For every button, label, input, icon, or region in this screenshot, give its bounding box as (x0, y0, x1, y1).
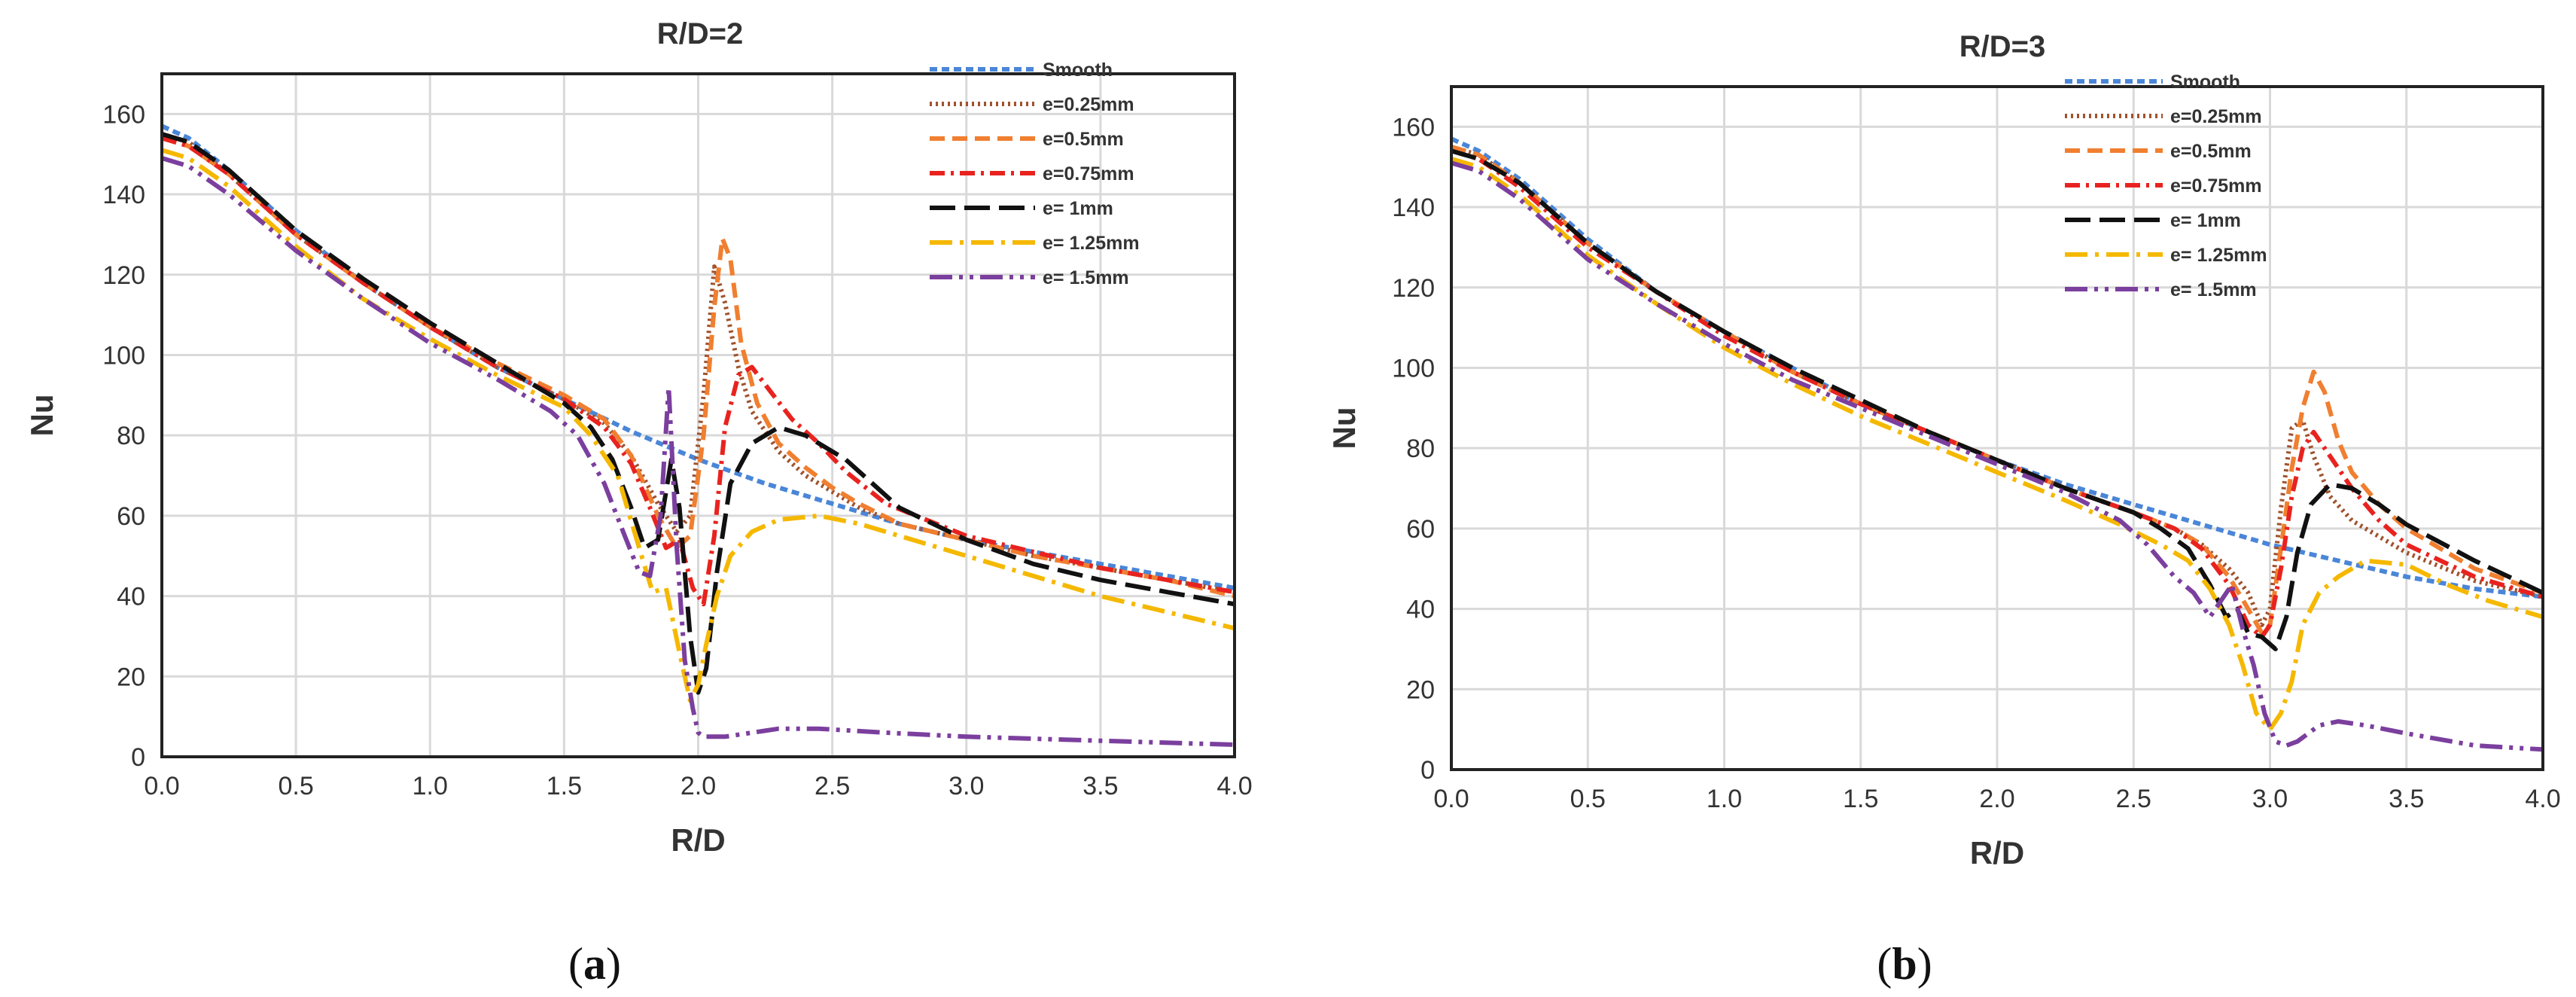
series-line-e-0-75mm (161, 136, 1235, 607)
plot-frame (160, 72, 1236, 758)
caption-close: ) (606, 939, 621, 989)
y-tick-label: 60 (1406, 515, 1435, 544)
legend-label: e=0.25mm (2170, 106, 2262, 127)
series-line-e-1mm (1451, 148, 2544, 651)
legend-label: e=0.75mm (1043, 163, 1134, 184)
legend-label: e=0.75mm (2170, 175, 2262, 197)
panel-caption: (b) (1877, 939, 1932, 989)
y-tick-label: 80 (117, 422, 145, 450)
x-tick-label: 0.0 (144, 772, 179, 800)
y-tick-label: 120 (102, 261, 145, 290)
series-line-e-1-5mm (1451, 160, 2544, 752)
legend-label: Smooth (2170, 72, 2240, 93)
x-tick-label: 1.5 (1843, 785, 1878, 813)
x-tick-label: 3.5 (2389, 785, 2424, 813)
legend-label: e= 1mm (1043, 198, 1113, 219)
y-axis-label: Nu (24, 395, 59, 437)
y-tick-label: 120 (1392, 274, 1435, 303)
y-tick-label: 140 (1392, 194, 1435, 222)
x-tick-label: 3.0 (948, 772, 984, 800)
x-axis-label: R/D (671, 822, 725, 858)
x-tick-label: 3.0 (2252, 785, 2288, 813)
x-tick-label: 0.5 (278, 772, 313, 800)
legend-label: Smooth (1043, 59, 1113, 81)
series-line-e-0-25mm (1451, 145, 2544, 627)
series-line-e-1-25mm (1451, 157, 2544, 732)
legend-label: e= 1mm (2170, 210, 2241, 231)
y-tick-label: 0 (1420, 756, 1435, 785)
y-tick-label: 140 (102, 181, 145, 209)
y-tick-label: 160 (1392, 113, 1435, 142)
y-tick-label: 40 (117, 583, 145, 611)
x-axis-label: R/D (1970, 835, 2024, 870)
legend-label: e=0.5mm (1043, 129, 1124, 150)
legend-label: e= 1.25mm (2170, 245, 2267, 266)
series-line-e-1mm (161, 132, 1235, 695)
caption-close: ) (1917, 939, 1932, 989)
x-tick-label: 3.5 (1082, 772, 1118, 800)
caption-open: ( (1877, 939, 1892, 989)
y-tick-label: 100 (102, 341, 145, 370)
legend-label: e=0.5mm (2170, 141, 2252, 162)
y-tick-label: 40 (1406, 596, 1435, 624)
y-tick-label: 160 (102, 100, 145, 129)
x-tick-label: 0.0 (1433, 785, 1469, 813)
chart-title: R/D=2 (657, 17, 744, 50)
x-tick-label: 2.0 (681, 772, 716, 800)
x-tick-label: 2.0 (1979, 785, 2014, 813)
y-tick-label: 0 (131, 743, 145, 772)
x-tick-label: 2.5 (815, 772, 850, 800)
caption-letter: b (1892, 939, 1917, 989)
y-tick-label: 20 (117, 663, 145, 691)
y-tick-label: 20 (1406, 675, 1435, 704)
y-tick-label: 60 (117, 502, 145, 531)
y-tick-label: 80 (1406, 434, 1435, 463)
legend: Smooth e=0.25mm e=0.5mm e=0.75mm e= 1mm e= 1.… (2065, 72, 2267, 300)
legend-label: e= 1.25mm (1043, 233, 1140, 254)
series-line-e-0-75mm (1451, 148, 2544, 639)
x-tick-label: 2.5 (2116, 785, 2151, 813)
chart-b: 0.0 0.5 1.0 1.5 2.0 2.5 3.0 3.5 4.0 0 20 40 60 80 100 1… (1326, 30, 2561, 989)
caption-letter: a (583, 939, 606, 989)
x-tick-label: 0.5 (1570, 785, 1606, 813)
plot-frame (1450, 85, 2544, 771)
series-line-smooth (1450, 136, 2544, 599)
chart-title: R/D=3 (1959, 30, 2046, 63)
legend: Smooth e=0.25mm e=0.5mm e=0.75mm e= 1mm e= 1.… (930, 59, 1140, 288)
legend-label: e= 1.5mm (1043, 267, 1129, 288)
caption-open: ( (568, 939, 583, 989)
legend-label: e=0.25mm (1043, 94, 1134, 115)
y-tick-label: 100 (1392, 354, 1435, 383)
x-tick-label: 1.0 (413, 772, 448, 800)
legend-label: e= 1.5mm (2170, 279, 2257, 300)
x-tick-label: 1.0 (1707, 785, 1742, 813)
x-tick-label: 1.5 (547, 772, 582, 800)
y-axis-label: Nu (1326, 407, 1362, 450)
x-tick-label: 4.0 (1216, 772, 1252, 800)
x-tick-label: 4.0 (2525, 785, 2560, 813)
chart-a: 0.0 0.5 1.0 1.5 2.0 2.5 3.0 3.5 4.0 0 20 40 60 80 100 1… (24, 17, 1253, 989)
panel-caption: (a) (568, 939, 621, 989)
